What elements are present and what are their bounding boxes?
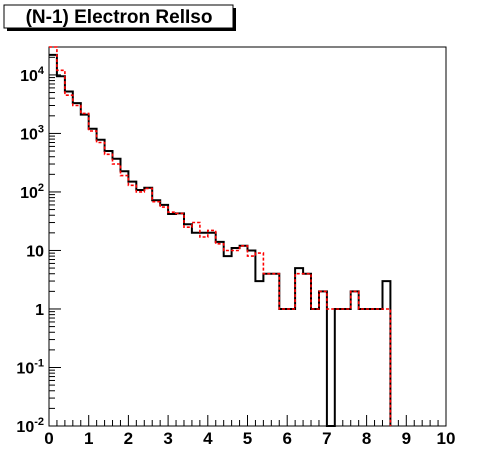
title-box-frame bbox=[3, 4, 234, 29]
x-tick-label: 1 bbox=[84, 429, 93, 448]
y-tick-label: 1 bbox=[35, 302, 44, 319]
x-tick-label: 6 bbox=[282, 429, 291, 448]
x-tick-label: 8 bbox=[362, 429, 371, 448]
x-tick-label: 9 bbox=[402, 429, 411, 448]
y-tick-label: 10 bbox=[26, 243, 44, 260]
y-tick-label: 104 bbox=[20, 65, 45, 85]
x-tick-label: 2 bbox=[124, 429, 133, 448]
x-tick-label: 7 bbox=[322, 429, 331, 448]
x-tick-label: 3 bbox=[163, 429, 172, 448]
x-tick-labels: 0 1 2 3 4 5 6 7 8 9 10 bbox=[44, 429, 455, 448]
plot-frame bbox=[48, 46, 447, 427]
y-tick-label: 10-2 bbox=[16, 416, 44, 436]
x-tick-label: 10 bbox=[437, 429, 456, 448]
chart-title: (N-1) Electron RelIso bbox=[26, 7, 213, 28]
y-tick-label: 102 bbox=[20, 182, 44, 202]
y-tick-labels: 10-2 10-1 1 10 102 103 104 bbox=[16, 65, 44, 436]
y-tick-label: 103 bbox=[20, 123, 44, 143]
x-tick-label: 5 bbox=[243, 429, 252, 448]
x-tick-label: 0 bbox=[44, 429, 53, 448]
y-tick-label: 10-1 bbox=[16, 357, 44, 377]
x-tick-label: 4 bbox=[203, 429, 213, 448]
title-box: (N-1) Electron RelIso bbox=[3, 4, 236, 31]
series-layer bbox=[49, 46, 392, 427]
series-dashed-line bbox=[49, 46, 392, 426]
axis-ticks bbox=[48, 46, 447, 427]
